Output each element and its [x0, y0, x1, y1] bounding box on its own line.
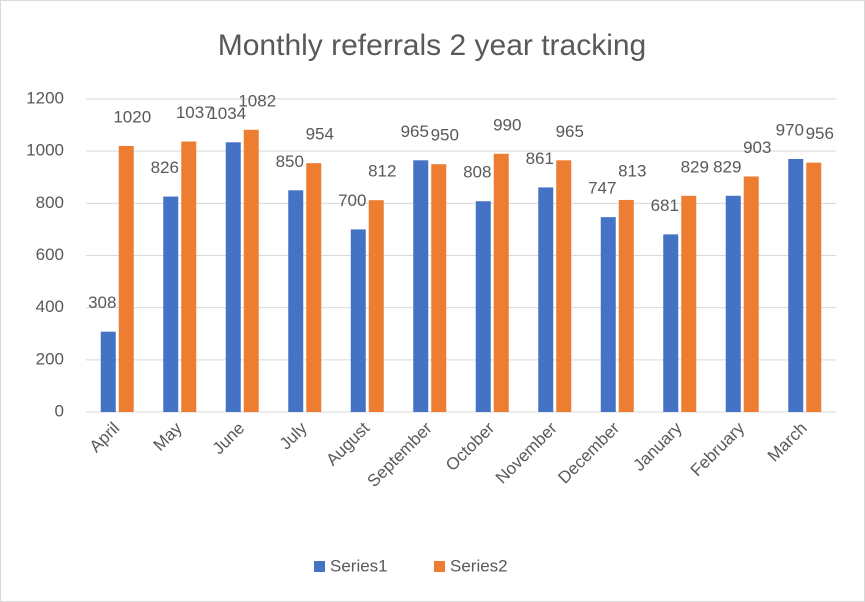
bar [743, 176, 759, 412]
legend-swatch [314, 561, 325, 572]
bar [618, 199, 634, 412]
legend-label: Series2 [450, 556, 508, 575]
bar [181, 141, 197, 412]
bar [350, 229, 366, 412]
data-label: 826 [151, 158, 179, 177]
y-tick-label: 600 [36, 245, 64, 264]
bar [118, 145, 134, 412]
chart-title: Monthly referrals 2 year tracking [218, 29, 647, 62]
bar [806, 162, 822, 412]
data-label: 747 [588, 179, 616, 198]
data-label: 850 [276, 152, 304, 171]
bar [368, 200, 384, 412]
bar [681, 195, 697, 412]
data-label: 308 [88, 293, 116, 312]
y-tick-label: 200 [36, 349, 64, 368]
bar [431, 164, 447, 412]
bar [493, 153, 509, 412]
data-label: 813 [618, 161, 646, 180]
data-label: 903 [743, 138, 771, 157]
bar [243, 129, 259, 413]
bar [600, 217, 616, 412]
data-label: 812 [368, 162, 396, 181]
data-label: 700 [338, 191, 366, 210]
data-label: 970 [776, 120, 804, 139]
y-tick-label: 400 [36, 297, 64, 316]
legend-label: Series1 [330, 556, 388, 575]
bar [663, 234, 679, 412]
y-tick-label: 0 [55, 401, 64, 420]
data-label: 965 [556, 122, 584, 141]
bar [306, 163, 322, 412]
bar [788, 158, 804, 412]
bar [163, 196, 179, 412]
data-label: 990 [493, 115, 521, 134]
data-label: 954 [306, 125, 334, 144]
bar [556, 160, 572, 412]
data-label: 681 [651, 196, 679, 215]
legend-swatch [434, 561, 445, 572]
bar [288, 190, 304, 412]
data-label: 829 [713, 157, 741, 176]
bar [225, 142, 241, 412]
data-label: 1034 [208, 104, 246, 123]
data-label: 956 [806, 124, 834, 143]
bar [413, 160, 429, 412]
data-label: 829 [681, 157, 709, 176]
bar [475, 201, 491, 412]
data-label: 808 [463, 163, 491, 182]
bar [538, 187, 554, 412]
y-tick-label: 1000 [26, 141, 64, 160]
data-label: 1037 [176, 103, 214, 122]
bar [725, 195, 741, 412]
data-label: 861 [526, 149, 554, 168]
y-tick-label: 800 [36, 193, 64, 212]
y-tick-label: 1200 [26, 88, 64, 107]
bar [100, 331, 116, 412]
data-label: 1082 [238, 91, 276, 110]
data-label: 1020 [113, 107, 151, 126]
data-label: 965 [401, 122, 429, 141]
data-label: 950 [431, 126, 459, 145]
